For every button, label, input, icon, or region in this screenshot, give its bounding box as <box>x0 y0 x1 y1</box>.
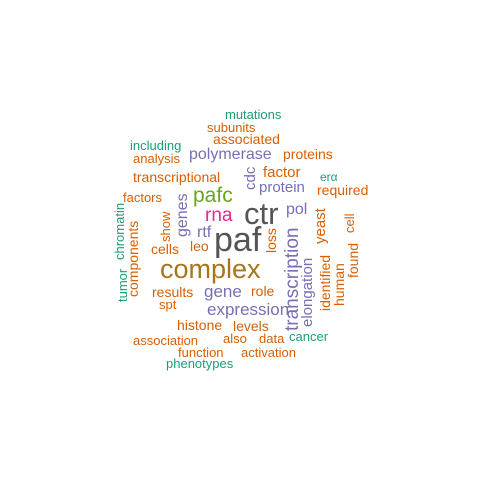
cloud-word-cancer: cancer <box>289 329 329 344</box>
cloud-word-gene: gene <box>204 282 242 301</box>
cloud-word-required: required <box>317 182 368 198</box>
cloud-word-histone: histone <box>177 317 222 333</box>
cloud-word-including: including <box>130 138 181 153</box>
cloud-word-factor: factor <box>263 164 301 181</box>
cloud-word-complex: complex <box>160 254 261 284</box>
cloud-word-cell: cell <box>342 213 357 233</box>
cloud-word-phenotypes: phenotypes <box>166 356 234 371</box>
cloud-word-show: show <box>158 211 173 242</box>
cloud-word-rna: rna <box>205 205 233 226</box>
cloud-word-factors: factors <box>123 190 163 205</box>
cloud-word-found: found <box>345 243 361 278</box>
cloud-word-erα: erα <box>320 170 338 184</box>
cloud-word-proteins: proteins <box>283 146 333 162</box>
cloud-word-data: data <box>259 331 285 346</box>
cloud-word-transcription: transcription <box>282 228 303 332</box>
cloud-word-tumor: tumor <box>115 268 130 302</box>
cloud-word-expression: expression <box>207 300 289 319</box>
cloud-word-spt: spt <box>159 297 177 312</box>
cloud-word-ctr: ctr <box>244 196 278 231</box>
cloud-word-components: components <box>125 221 141 297</box>
cloud-word-levels: levels <box>233 318 269 334</box>
cloud-word-role: role <box>251 283 275 299</box>
cloud-word-leo: leo <box>190 238 209 254</box>
cloud-word-chromatin: chromatin <box>112 203 127 260</box>
cloud-word-subunits: subunits <box>207 120 256 135</box>
cloud-word-protein: protein <box>259 179 305 196</box>
cloud-word-results: results <box>152 284 193 300</box>
cloud-word-polymerase: polymerase <box>189 146 272 163</box>
cloud-word-genes: genes <box>174 193 191 237</box>
cloud-word-human: human <box>331 263 347 306</box>
cloud-word-loss: loss <box>263 228 279 253</box>
cloud-word-activation: activation <box>241 345 296 360</box>
cloud-word-paf: paf <box>214 221 262 259</box>
cloud-word-association: association <box>133 333 198 348</box>
cloud-word-pol: pol <box>286 201 307 218</box>
cloud-word-rtf: rtf <box>197 224 212 241</box>
cloud-word-also: also <box>223 331 247 346</box>
cloud-word-cells: cells <box>151 241 179 257</box>
cloud-word-function: function <box>178 345 224 360</box>
cloud-word-cdc: cdc <box>242 166 259 190</box>
cloud-word-associated: associated <box>213 131 280 147</box>
cloud-word-mutations: mutations <box>225 107 282 122</box>
cloud-word-yeast: yeast <box>312 207 329 244</box>
cloud-word-transcriptional: transcriptional <box>133 169 220 185</box>
cloud-word-elongation: elongation <box>299 258 316 327</box>
cloud-word-identified: identified <box>317 255 333 311</box>
cloud-word-analysis: analysis <box>133 151 180 166</box>
cloud-word-pafc: pafc <box>193 184 233 207</box>
